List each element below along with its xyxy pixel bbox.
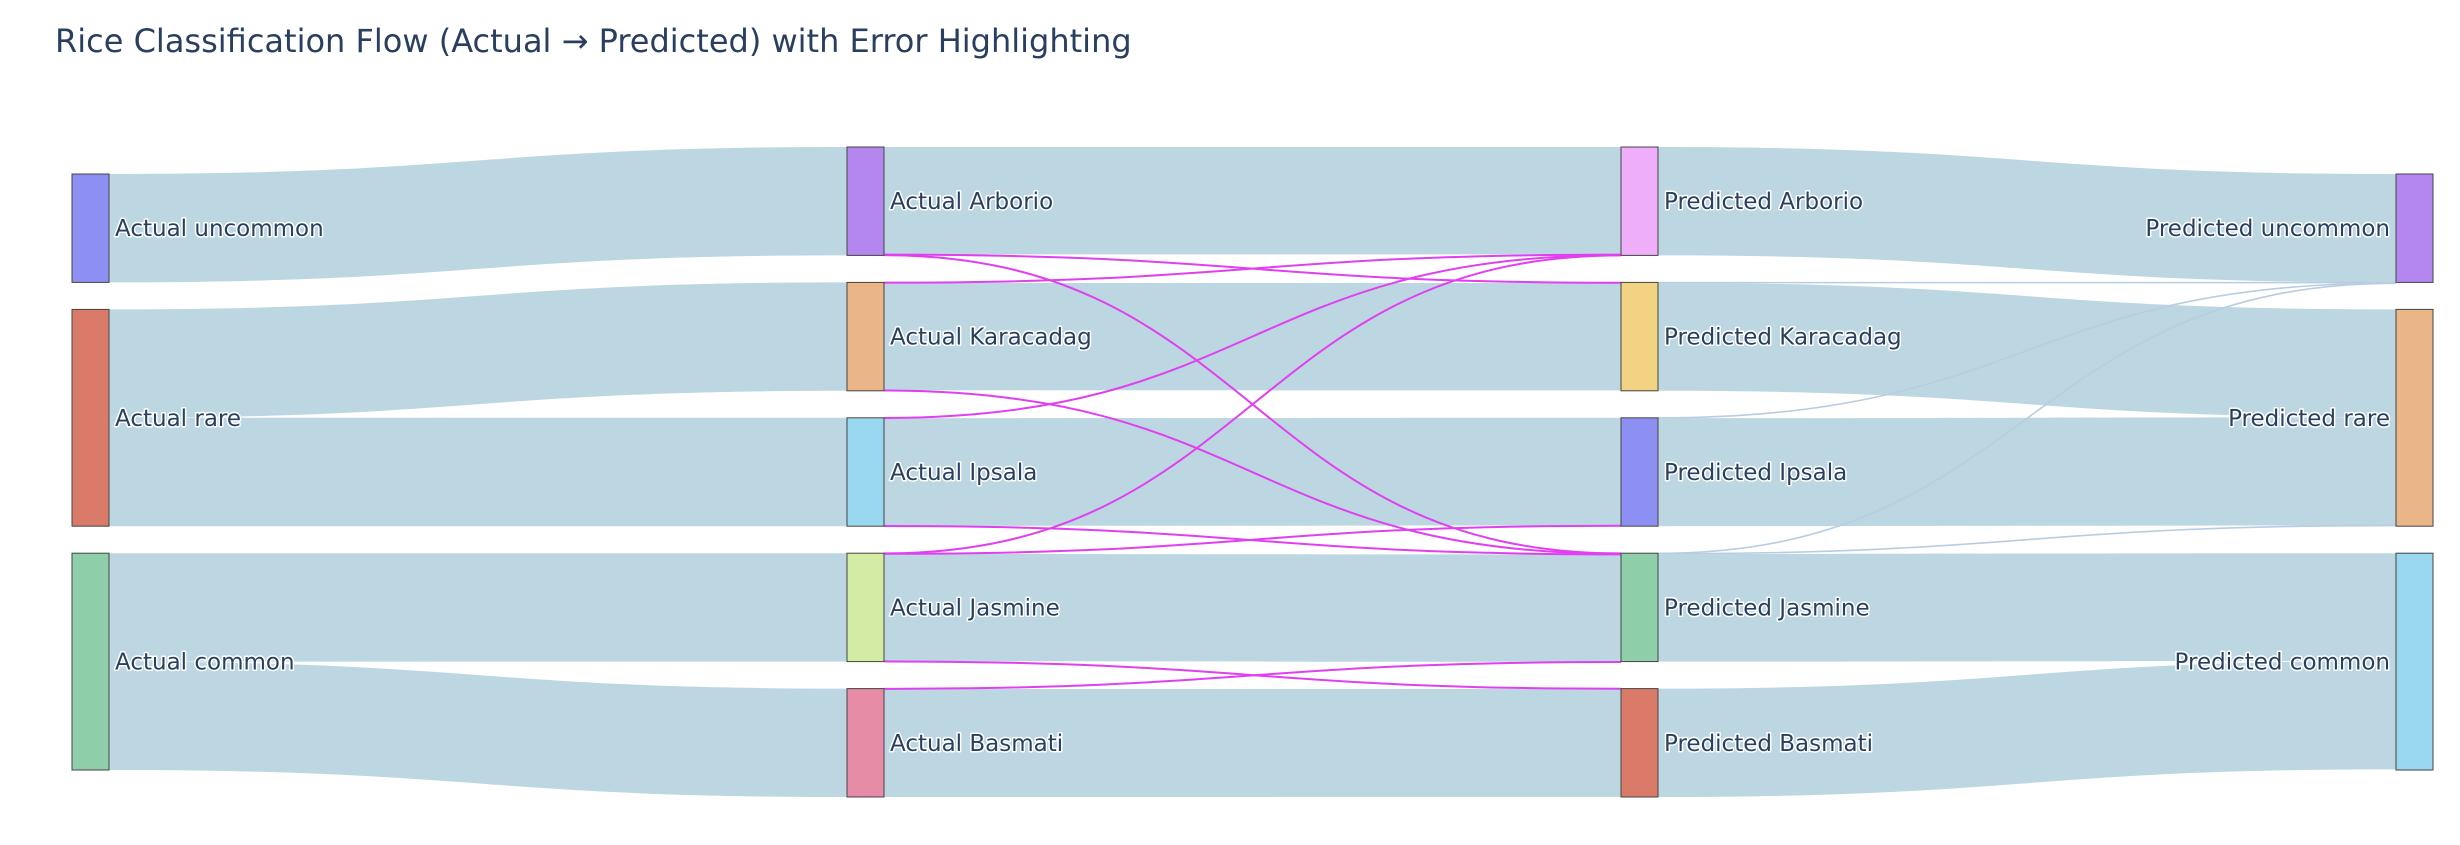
sankey-link-a_jasmine-p_jasmine <box>884 553 1621 662</box>
sankey-link-a_karacadag-p_jasmine <box>883 389 1622 555</box>
sankey-node-a_common <box>71 552 110 771</box>
sankey-node-label-p_arborio: Predicted Arborio <box>1664 189 1863 215</box>
sankey-link-a_arborio-p_arborio <box>884 147 1621 255</box>
sankey-node-label-pg_rare: Predicted rare <box>2228 406 2390 432</box>
sankey-link-p_ipsala-pg_rare <box>1658 417 2396 527</box>
sankey-node-label-p_jasmine: Predicted Jasmine <box>1664 595 1870 621</box>
sankey-link-a_jasmine-p_ipsala <box>883 524 1622 555</box>
chart-title: Rice Classification Flow (Actual → Predi… <box>55 22 1132 60</box>
sankey-node-label-a_uncommon: Actual uncommon <box>115 216 324 242</box>
sankey-link-p_arborio-pg_uncommon <box>1658 147 2396 283</box>
sankey-link-a_uncommon-a_arborio <box>109 147 847 283</box>
nodes-layer <box>71 146 2434 798</box>
sankey-link-a_rare-a_ipsala <box>109 417 847 527</box>
sankey-node-label-a_jasmine: Actual Jasmine <box>890 595 1060 621</box>
sankey-node-a_rare <box>71 308 110 527</box>
sankey-node-label-p_ipsala: Predicted Ipsala <box>1664 460 1847 486</box>
sankey-node-a_uncommon <box>71 173 110 283</box>
sankey-node-p_basmati <box>1620 688 1659 798</box>
sankey-link-a_basmati-p_basmati <box>884 688 1621 797</box>
sankey-link-a_karacadag-p_arborio <box>883 253 1622 284</box>
sankey-link-p_jasmine-pg_uncommon <box>1657 282 2397 555</box>
sankey-node-label-a_arborio: Actual Arborio <box>890 189 1053 215</box>
sankey-node-a_arborio <box>846 146 885 256</box>
sankey-node-a_jasmine <box>846 552 885 663</box>
sankey-node-p_jasmine <box>1620 552 1659 663</box>
links-layer <box>109 147 2397 797</box>
sankey-link-p_jasmine-pg_rare <box>1657 524 2397 555</box>
sankey-node-label-a_ipsala: Actual Ipsala <box>890 460 1037 486</box>
sankey-link-a_basmati-p_jasmine <box>883 661 1622 690</box>
sankey-node-label-p_karacadag: Predicted Karacadag <box>1664 325 1902 351</box>
sankey-node-label-a_basmati: Actual Basmati <box>890 731 1063 757</box>
sankey-node-p_arborio <box>1620 146 1659 256</box>
sankey-node-a_ipsala <box>846 417 885 527</box>
sankey-link-p_ipsala-pg_uncommon <box>1657 282 2397 419</box>
labels-layer: Actual uncommon Actual rare Actual common A… <box>114 188 2392 759</box>
sankey-node-pg_uncommon <box>2395 173 2434 283</box>
sankey-node-label-a_karacadag: Actual Karacadag <box>890 325 1092 351</box>
sankey-link-a_common-a_basmati <box>109 661 847 797</box>
sankey-link-p_basmati-pg_common <box>1658 660 2396 797</box>
sankey-link-p_jasmine-pg_common <box>1658 553 2396 662</box>
sankey-link-a_rare-a_karacadag <box>109 282 847 418</box>
sankey-node-p_ipsala <box>1620 417 1659 527</box>
sankey-node-label-pg_uncommon: Predicted uncommon <box>2145 216 2390 242</box>
sankey-node-pg_common <box>2395 552 2434 771</box>
sankey-node-pg_rare <box>2395 308 2434 527</box>
sankey-node-a_karacadag <box>846 281 885 392</box>
sankey-link-a_jasmine-p_arborio <box>883 254 1622 555</box>
sankey-node-p_karacadag <box>1620 281 1659 392</box>
sankey-node-a_basmati <box>846 688 885 798</box>
sankey-node-label-p_basmati: Predicted Basmati <box>1664 731 1873 757</box>
sankey-node-label-a_common: Actual common <box>115 650 295 676</box>
sankey-node-label-a_rare: Actual rare <box>115 406 241 432</box>
sankey-node-label-pg_common: Predicted common <box>2175 650 2390 676</box>
sankey-link-a_common-a_jasmine <box>109 553 847 662</box>
sankey-link-a_ipsala-p_arborio <box>883 254 1622 419</box>
